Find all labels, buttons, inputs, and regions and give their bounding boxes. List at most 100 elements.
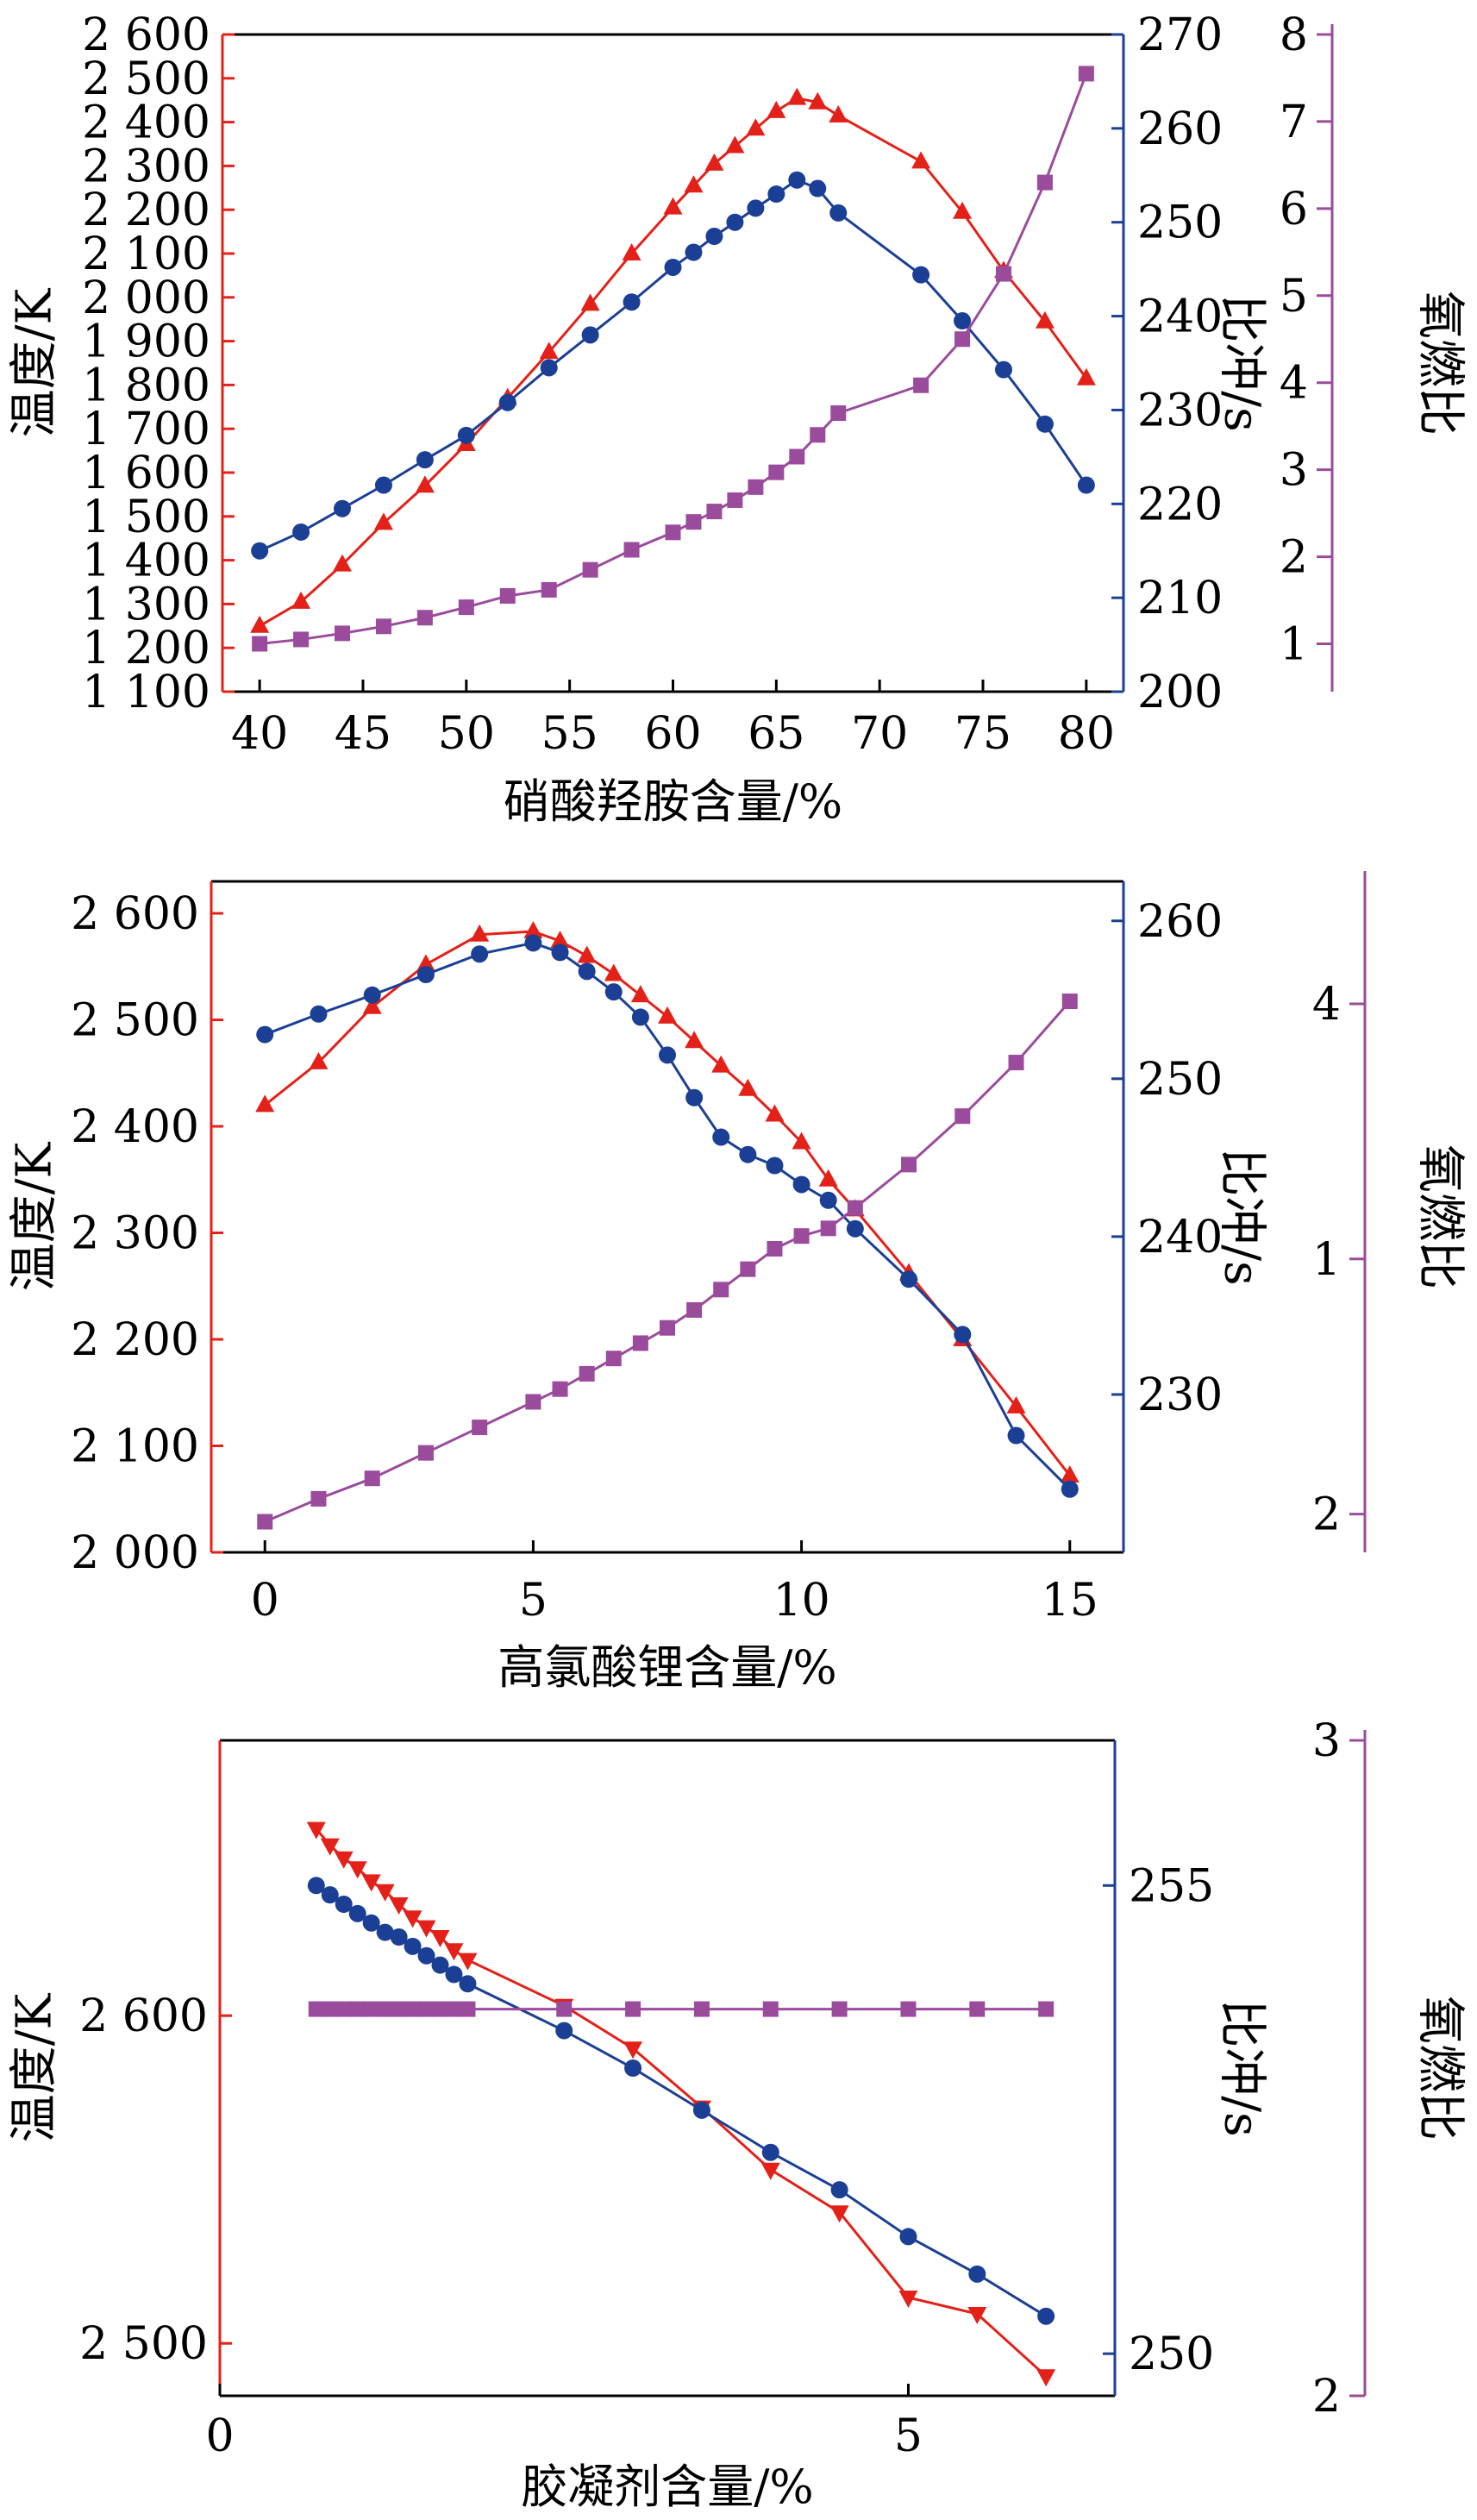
series-right2 <box>257 994 1078 1530</box>
data-point <box>912 266 930 284</box>
x-tick-label: 0 <box>205 2410 234 2462</box>
ratio-tick-label: 7 <box>1280 97 1308 148</box>
ratio-tick-label: 1 <box>1312 1234 1341 1286</box>
data-point <box>967 2307 987 2324</box>
data-point <box>632 1335 648 1351</box>
x-tick-label: 65 <box>748 708 804 760</box>
data-point <box>819 1191 837 1209</box>
left-tick-label: 2 200 <box>71 1314 199 1366</box>
data-point <box>417 1946 435 1965</box>
right-axis-title: 比冲/s <box>1214 294 1270 432</box>
data-point <box>713 1282 729 1298</box>
right-tick-label: 240 <box>1137 1212 1223 1263</box>
data-point <box>373 512 393 530</box>
data-point <box>552 1381 568 1397</box>
data-point <box>539 342 559 360</box>
data-point <box>416 954 435 972</box>
data-point <box>362 996 382 1014</box>
data-point <box>761 2143 779 2161</box>
data-point <box>624 2059 642 2077</box>
data-point <box>1078 66 1094 82</box>
left-tick-label: 2 300 <box>71 1208 199 1260</box>
data-point <box>660 1320 675 1336</box>
data-point <box>830 2181 848 2199</box>
data-point <box>685 514 702 530</box>
data-point <box>995 266 1011 282</box>
data-point <box>765 1104 785 1122</box>
data-point <box>727 492 743 508</box>
left-tick-label: 2 500 <box>71 995 199 1047</box>
data-point <box>432 2001 448 2017</box>
data-point <box>767 100 786 118</box>
left-tick-label: 1 500 <box>82 492 210 543</box>
series-left <box>255 921 1080 1483</box>
right-axis-title: 比冲/s <box>1214 1148 1270 1286</box>
data-point <box>334 1851 354 1869</box>
data-point <box>767 185 785 204</box>
x-tick-label: 60 <box>644 708 701 760</box>
data-point <box>1038 2001 1055 2017</box>
data-point <box>623 2041 643 2059</box>
data-point <box>1061 1480 1079 1498</box>
x-tick-label: 0 <box>251 1575 279 1627</box>
data-point <box>390 1928 408 1946</box>
data-point <box>792 1131 811 1150</box>
data-point <box>793 1228 810 1244</box>
series-line <box>264 941 1071 1490</box>
data-point <box>375 618 391 635</box>
left-tick-label: 1 800 <box>82 360 210 411</box>
data-point <box>684 175 704 193</box>
data-point <box>523 921 543 939</box>
data-point <box>347 1861 367 1879</box>
data-point <box>498 393 516 411</box>
x-tick-label: 40 <box>231 708 288 760</box>
data-point <box>416 610 433 626</box>
x-tick-label: 80 <box>1058 708 1115 760</box>
data-point <box>418 2001 435 2017</box>
data-point <box>255 1094 275 1113</box>
data-point <box>630 985 650 1003</box>
data-point <box>335 1896 353 1913</box>
data-point <box>792 1175 810 1194</box>
data-point <box>768 464 785 480</box>
left-tick-label: 1 700 <box>82 404 210 455</box>
data-point <box>415 475 435 493</box>
ratio-tick-label: 2 <box>1312 1489 1341 1541</box>
left-tick-label: 1 300 <box>82 579 210 630</box>
data-point <box>712 1128 730 1146</box>
data-point <box>430 1930 450 1947</box>
data-point <box>692 2101 710 2119</box>
ratio-tick-label: 2 <box>1312 2371 1341 2423</box>
series-right2 <box>252 66 1094 652</box>
data-point <box>334 499 352 517</box>
right-tick-label: 200 <box>1137 667 1223 718</box>
right-tick-label: 260 <box>1137 896 1223 948</box>
data-point <box>551 943 569 962</box>
data-point <box>252 636 268 652</box>
data-point <box>250 615 270 633</box>
x-tick-label: 50 <box>438 708 495 760</box>
data-point <box>787 87 807 105</box>
data-point <box>663 197 683 215</box>
data-point <box>994 360 1012 379</box>
series-right <box>251 171 1095 560</box>
x-tick-label: 5 <box>519 1575 548 1627</box>
data-point <box>767 1240 783 1257</box>
data-point <box>1037 2307 1055 2325</box>
data-point <box>686 1301 703 1318</box>
left-tick-label: 2 100 <box>71 1421 199 1473</box>
data-point <box>389 1897 409 1915</box>
data-point <box>375 1884 395 1902</box>
data-point <box>705 228 723 246</box>
data-point <box>604 963 623 981</box>
data-point <box>1077 476 1095 494</box>
x-tick-label: 75 <box>954 708 1011 760</box>
right-tick-label: 230 <box>1137 385 1223 436</box>
data-point <box>391 2001 407 2017</box>
data-point <box>1036 2369 1056 2387</box>
right-tick-label: 250 <box>1129 2329 1214 2380</box>
left-tick-label: 2 600 <box>82 9 210 61</box>
data-point <box>363 2001 379 2017</box>
data-point <box>968 2265 986 2283</box>
